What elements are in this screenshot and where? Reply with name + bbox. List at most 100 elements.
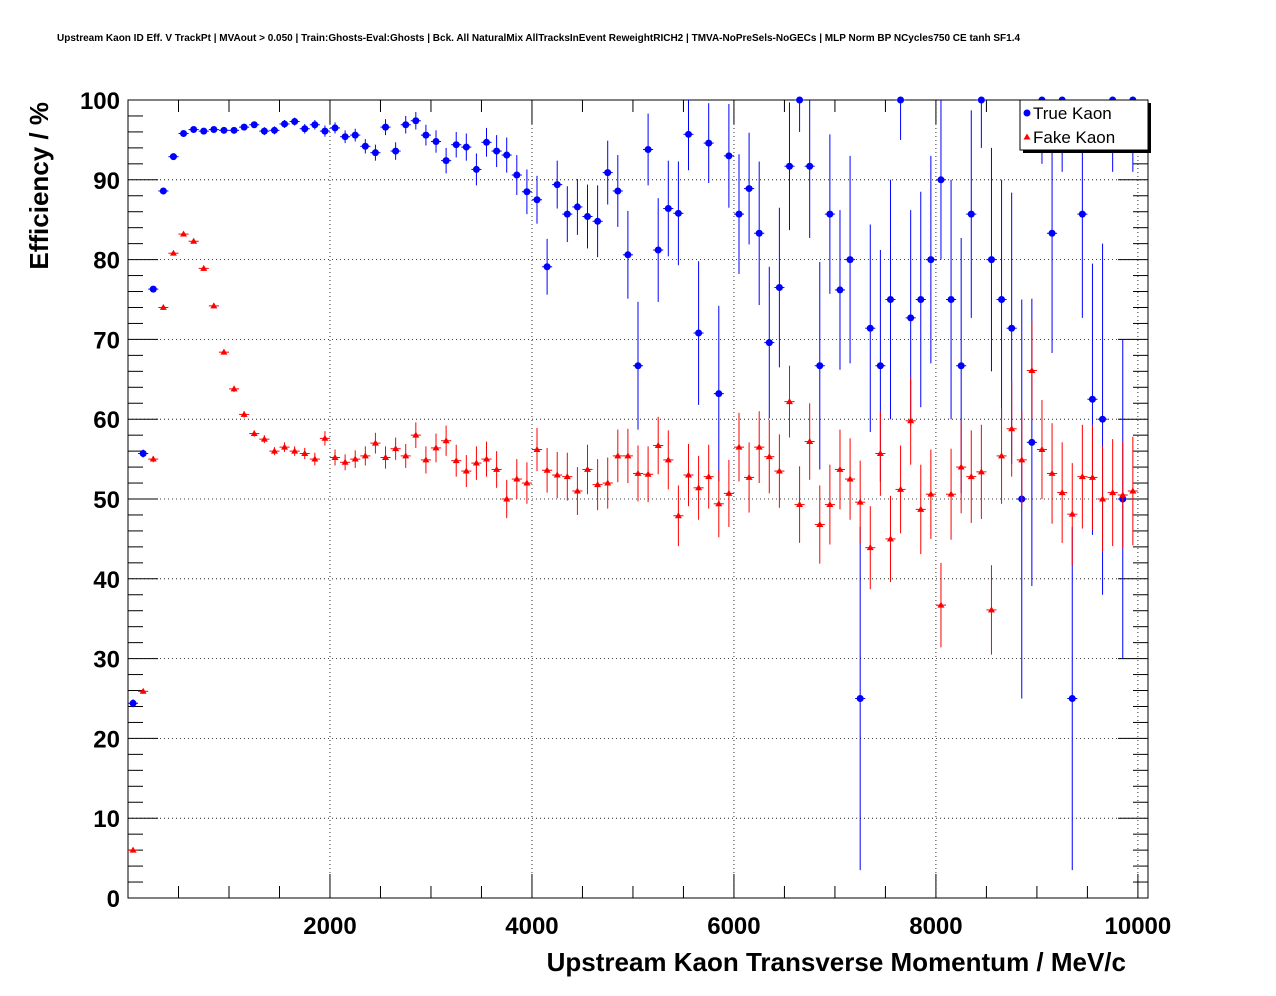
data-point	[785, 162, 793, 170]
data-point	[371, 149, 379, 157]
x-tick-labels: 2000 4000 6000 8000 10000	[303, 913, 1171, 940]
data-point	[705, 139, 713, 147]
data-point	[1119, 491, 1127, 498]
data-point	[573, 203, 581, 211]
data-point	[442, 157, 450, 165]
data-point	[644, 145, 652, 153]
data-point	[614, 452, 622, 459]
y-tick-label: 40	[93, 567, 120, 594]
data-point	[462, 467, 470, 474]
data-point	[886, 535, 894, 542]
data-point	[1048, 229, 1056, 237]
y-tick-label: 0	[107, 886, 120, 913]
data-point	[907, 417, 915, 424]
data-point	[1028, 367, 1036, 373]
data-point	[806, 438, 814, 444]
data-point	[341, 133, 349, 141]
chart-title: Upstream Kaon ID Eff. V TrackPt | MVAout…	[57, 33, 1021, 44]
data-point	[260, 127, 268, 135]
data-point	[826, 210, 834, 218]
data-point	[513, 171, 521, 179]
data-point	[644, 470, 652, 477]
legend-label: Fake Kaon	[1033, 128, 1115, 147]
data-point	[392, 147, 400, 155]
y-tick-label: 60	[93, 407, 120, 434]
data-point	[684, 471, 692, 478]
data-point	[472, 459, 480, 466]
data-point	[402, 121, 410, 129]
data-point	[614, 187, 622, 195]
legend-label: True Kaon	[1033, 104, 1112, 123]
data-point	[452, 457, 460, 464]
data-point	[796, 96, 804, 104]
data-point	[301, 450, 309, 456]
data-point	[725, 489, 733, 496]
data-point	[523, 188, 531, 196]
data-point	[664, 456, 672, 463]
data-point	[240, 123, 248, 131]
data-point	[371, 439, 379, 446]
data-point	[483, 455, 491, 462]
data-point	[584, 465, 592, 472]
data-point	[987, 256, 995, 264]
data-point	[1028, 438, 1036, 446]
data-point	[149, 285, 157, 293]
data-point	[493, 465, 501, 472]
data-point	[674, 209, 682, 217]
data-point	[765, 453, 773, 460]
y-tick-label: 50	[93, 487, 120, 514]
data-point	[382, 123, 390, 131]
data-point	[281, 120, 289, 128]
data-point	[200, 264, 208, 271]
data-point	[816, 521, 824, 527]
data-point	[755, 443, 763, 450]
data-point	[533, 446, 541, 452]
data-point	[472, 165, 480, 173]
data-point	[129, 699, 137, 707]
data-point	[563, 210, 571, 218]
data-point	[240, 410, 248, 417]
data-point	[159, 187, 167, 195]
data-point	[331, 124, 339, 132]
data-point	[695, 329, 703, 337]
data-point	[967, 210, 975, 218]
data-point	[775, 467, 783, 474]
data-point	[604, 479, 612, 486]
data-point	[543, 466, 551, 473]
data-point	[462, 143, 470, 151]
data-point	[169, 249, 177, 256]
data-point	[634, 469, 642, 476]
y-tick-label: 70	[93, 327, 120, 354]
data-point	[846, 256, 854, 264]
data-point	[311, 455, 319, 462]
data-point	[998, 452, 1006, 459]
data-point	[493, 147, 501, 155]
data-point	[331, 454, 339, 460]
data-point	[947, 296, 955, 303]
data-point	[1099, 495, 1107, 502]
data-point	[755, 229, 763, 237]
data-point	[856, 498, 864, 505]
data-point	[190, 126, 198, 134]
data-point	[836, 465, 844, 472]
data-point	[745, 473, 753, 480]
data-point	[1058, 489, 1066, 496]
data-point	[382, 454, 390, 460]
data-point	[1088, 473, 1096, 480]
data-point	[584, 213, 592, 221]
legend-marker	[1023, 133, 1031, 140]
data-point	[876, 450, 884, 456]
x-tick-label: 10000	[1105, 913, 1172, 940]
data-point	[432, 444, 440, 451]
data-point	[230, 385, 238, 392]
data-point	[190, 237, 198, 244]
data-point	[664, 205, 672, 213]
data-point	[351, 131, 359, 139]
data-point	[654, 246, 662, 254]
data-point	[1048, 469, 1056, 476]
data-point	[695, 484, 703, 491]
data-point	[654, 442, 662, 448]
data-point	[169, 153, 177, 161]
y-tick-label: 20	[93, 726, 120, 753]
data-point	[876, 362, 884, 370]
